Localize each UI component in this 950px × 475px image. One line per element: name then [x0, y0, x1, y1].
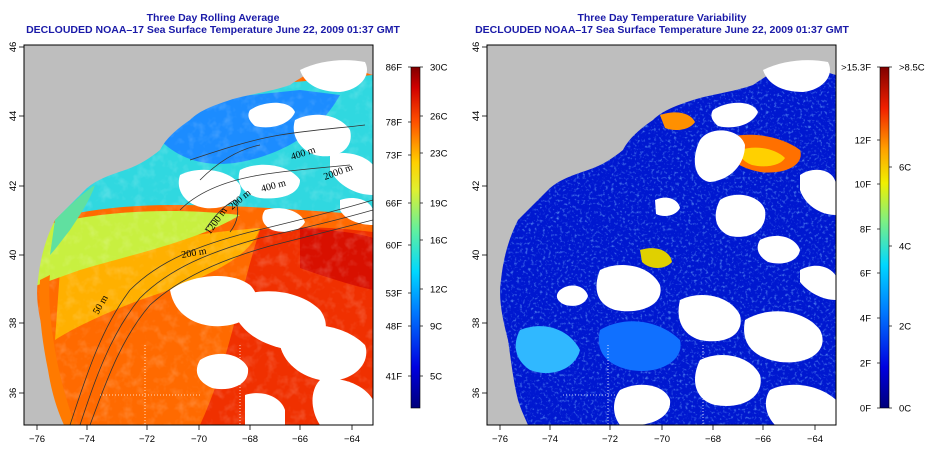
- lon-tick-label: −70: [191, 434, 207, 445]
- lon-tick-label: −76: [492, 434, 508, 445]
- left-coast-green: [50, 185, 95, 255]
- left-colorbar-bar: [410, 66, 421, 409]
- colorbar-label: 73F: [386, 151, 403, 162]
- lon-tick-label: −74: [79, 434, 95, 445]
- colorbar-label: 8F: [860, 225, 871, 236]
- lon-tick-label: −64: [344, 434, 360, 445]
- colorbar-label: 4F: [860, 314, 871, 325]
- colorbar-label: >15.3F: [841, 63, 871, 74]
- colorbar-label: 16C: [430, 236, 448, 247]
- right-colorbar: >15.3F 12F 10F 8F 6F 4F 2F 0F >8.5C 6C 4C 2C 0C: [841, 63, 925, 415]
- colorbar-label: 66F: [386, 199, 403, 210]
- left-map-frame: [23, 44, 374, 426]
- left-lon-axis: −76 −74 −72 −70 −68 −66 −64: [29, 425, 360, 445]
- lat-tick-label: 46: [471, 42, 482, 53]
- left-colorbar-c-labels: 30C 26C 23C 19C 16C 12C 9C 5C: [420, 63, 448, 383]
- lon-tick-label: −70: [654, 434, 670, 445]
- lon-tick-label: −66: [755, 434, 771, 445]
- right-colorbar-c-labels: >8.5C 6C 4C 2C 0C: [889, 63, 925, 415]
- colorbar-label: 19C: [430, 199, 448, 210]
- colorbar-label: 6C: [899, 163, 911, 174]
- colorbar-label: 12F: [855, 136, 872, 147]
- colorbar-label: 5C: [430, 372, 442, 383]
- right-lon-axis: −76 −74 −72 −70 −68 −66 −64: [492, 425, 823, 445]
- colorbar-label: 26C: [430, 112, 448, 123]
- colorbar-label: 4C: [899, 242, 911, 253]
- lon-tick-label: −72: [602, 434, 618, 445]
- left-dotted-grid: [100, 345, 241, 425]
- lon-tick-label: −64: [807, 434, 823, 445]
- left-colorbar: 86F 78F 73F 66F 60F 53F 48F 41F 30C 26C 23C 19C 16C…: [386, 63, 448, 409]
- colorbar-label: 53F: [386, 289, 403, 300]
- right-map-frame: [486, 44, 837, 426]
- colorbar-label: >8.5C: [899, 63, 925, 74]
- colorbar-label: 48F: [386, 322, 403, 333]
- lat-tick-label: 42: [8, 181, 19, 192]
- lat-tick-label: 36: [8, 388, 19, 399]
- right-dotted-grid: [563, 345, 704, 425]
- left-coast-clouds: [248, 60, 368, 128]
- left-panel: Three Day Rolling Average DECLOUDED NOAA…: [8, 12, 448, 445]
- colorbar-label: 12C: [430, 285, 448, 296]
- left-title-line1: Three Day Rolling Average: [147, 12, 280, 24]
- colorbar-label: 2F: [860, 359, 871, 370]
- lon-tick-label: −68: [242, 434, 258, 445]
- lat-tick-label: 46: [8, 42, 19, 53]
- lon-tick-label: −72: [139, 434, 155, 445]
- colorbar-label: 2C: [899, 322, 911, 333]
- right-lat-axis: 46 44 42 40 38 36: [471, 42, 487, 399]
- colorbar-label: 30C: [430, 63, 448, 74]
- left-lat-axis: 46 44 42 40 38 36: [8, 42, 24, 399]
- lat-tick-label: 42: [471, 181, 482, 192]
- lat-tick-label: 38: [471, 318, 482, 329]
- colorbar-label: 0C: [899, 404, 911, 415]
- colorbar-label: 78F: [386, 118, 403, 129]
- colorbar-label: 60F: [386, 241, 403, 252]
- right-coast-clouds: [711, 60, 831, 128]
- right-colorbar-f-labels: >15.3F 12F 10F 8F 6F 4F 2F 0F: [841, 63, 880, 415]
- right-panel: Three Day Temperature Variability DECLOU…: [471, 12, 925, 445]
- right-clouds: [556, 130, 836, 425]
- colorbar-label: 9C: [430, 322, 442, 333]
- lat-tick-label: 44: [471, 111, 482, 122]
- colorbar-label: 6F: [860, 269, 871, 280]
- lon-tick-label: −76: [29, 434, 45, 445]
- left-title-line2: DECLOUDED NOAA–17 Sea Surface Temperatur…: [26, 24, 400, 36]
- colorbar-label: 41F: [386, 372, 403, 383]
- lat-tick-label: 40: [8, 250, 19, 261]
- colorbar-label: 23C: [430, 149, 448, 160]
- right-title-line1: Three Day Temperature Variability: [577, 12, 746, 24]
- colorbar-label: 0F: [860, 404, 871, 415]
- left-contour-label-6: 200 m: [181, 246, 208, 261]
- right-variability-map: [487, 45, 836, 425]
- lat-tick-label: 38: [8, 318, 19, 329]
- left-contours: [69, 124, 373, 425]
- left-sst-map: 400 m 400 m 2000 m 200 m 1200 m 200 m 50…: [24, 45, 373, 425]
- right-colorbar-bar: [879, 66, 890, 409]
- left-clouds: [107, 114, 373, 425]
- lat-tick-label: 44: [8, 111, 19, 122]
- left-colorbar-f-labels: 86F 78F 73F 66F 60F 53F 48F 41F: [386, 63, 411, 383]
- right-title-line2: DECLOUDED NOAA–17 Sea Surface Temperatur…: [475, 24, 849, 36]
- left-land: [24, 45, 373, 425]
- lon-tick-label: −66: [292, 434, 308, 445]
- right-land: [487, 45, 836, 425]
- lon-tick-label: −74: [542, 434, 558, 445]
- colorbar-label: 10F: [855, 180, 872, 191]
- lat-tick-label: 36: [471, 388, 482, 399]
- lat-tick-label: 40: [471, 250, 482, 261]
- colorbar-label: 86F: [386, 63, 403, 74]
- lon-tick-label: −68: [705, 434, 721, 445]
- left-coast-warm: [39, 275, 75, 425]
